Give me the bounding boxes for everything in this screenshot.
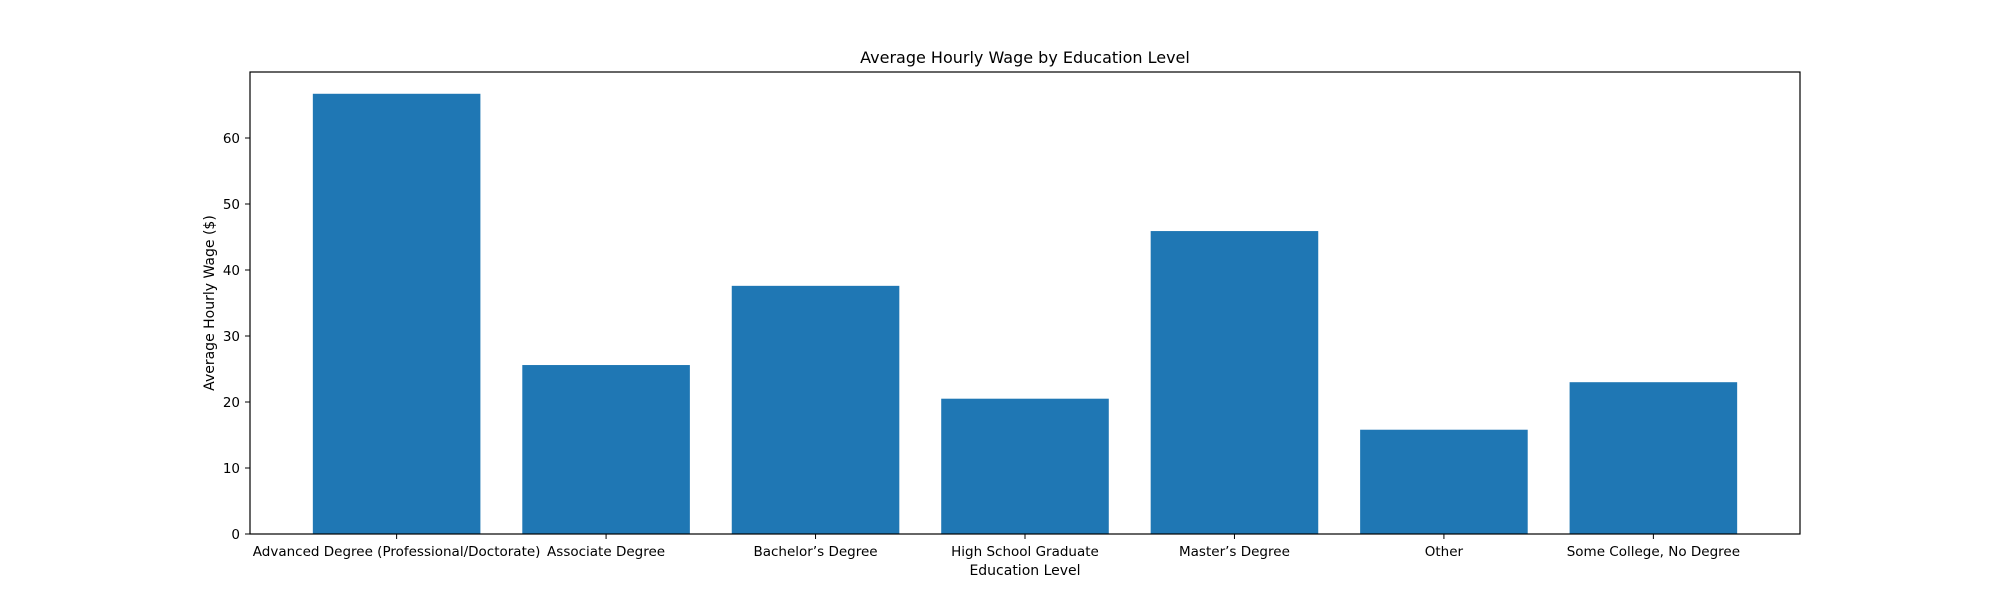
x-axis-label: Education Level — [969, 563, 1080, 579]
x-tick-label: Bachelor’s Degree — [753, 544, 877, 560]
bars-layer — [312, 93, 1738, 534]
y-tick-label: 30 — [223, 329, 240, 345]
bar — [941, 398, 1109, 534]
y-tick-label: 10 — [223, 461, 240, 477]
chart-title: Average Hourly Wage by Education Level — [860, 48, 1190, 67]
y-axis: 0 10 20 30 40 50 60 — [223, 131, 250, 543]
bar — [522, 365, 690, 534]
x-tick-label: Advanced Degree (Professional/Doctorate) — [253, 544, 541, 560]
bar — [731, 285, 900, 534]
x-tick-label: Associate Degree — [547, 544, 665, 560]
y-tick-label: 20 — [223, 395, 240, 411]
bar — [312, 93, 481, 534]
x-tick-label: Some College, No Degree — [1567, 544, 1740, 560]
bar — [1150, 231, 1319, 534]
y-tick-label: 60 — [223, 131, 240, 147]
bar — [1360, 429, 1528, 534]
x-tick-label: High School Graduate — [951, 544, 1099, 560]
x-axis: Advanced Degree (Professional/Doctorate)… — [253, 534, 1740, 560]
y-tick-label: 40 — [223, 263, 240, 279]
x-tick-label: Master’s Degree — [1179, 544, 1290, 560]
x-tick-label: Other — [1425, 544, 1464, 560]
y-axis-label: Average Hourly Wage ($) — [202, 215, 218, 391]
y-tick-label: 50 — [223, 197, 240, 213]
y-tick-label: 0 — [231, 527, 240, 543]
bar — [1569, 382, 1738, 534]
